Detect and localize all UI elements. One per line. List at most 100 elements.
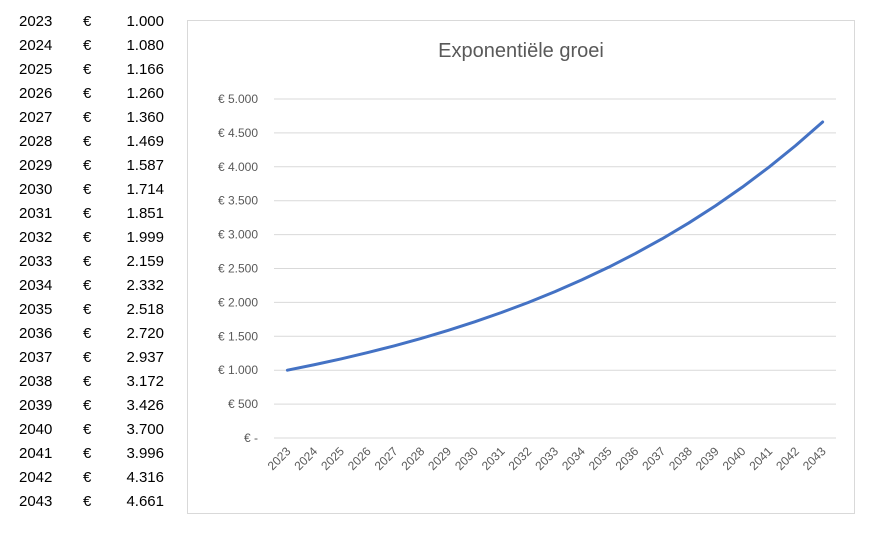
x-tick-label: 2040 — [720, 444, 749, 473]
year-cell[interactable]: 2040 — [19, 421, 53, 438]
currency-cell[interactable]: € — [83, 445, 92, 462]
table-row: 2029 €1.587 — [0, 154, 164, 178]
currency-cell[interactable]: € — [83, 301, 92, 318]
x-tick-label: 2032 — [506, 444, 535, 473]
year-cell[interactable]: 2041 — [19, 445, 53, 462]
year-cell[interactable]: 2033 — [19, 253, 53, 270]
y-tick-label: € 4.000 — [218, 160, 258, 174]
value-cell[interactable]: 1.587 — [126, 157, 164, 174]
year-cell[interactable]: 2027 — [19, 109, 53, 126]
value-cell[interactable]: 1.360 — [126, 109, 164, 126]
value-cell[interactable]: 1.260 — [126, 85, 164, 102]
x-tick-label: 2043 — [800, 444, 829, 473]
value-cell[interactable]: 4.661 — [126, 493, 164, 510]
year-cell[interactable]: 2036 — [19, 325, 53, 342]
x-tick-label: 2039 — [693, 444, 722, 473]
table-row: 2040 €3.700 — [0, 418, 164, 442]
value-cell[interactable]: 2.937 — [126, 349, 164, 366]
y-tick-label: € - — [244, 431, 258, 445]
currency-cell[interactable]: € — [83, 469, 92, 486]
value-cell[interactable]: 1.714 — [126, 181, 164, 198]
x-tick-label: 2038 — [666, 444, 695, 473]
currency-cell[interactable]: € — [83, 421, 92, 438]
x-tick-label: 2031 — [479, 444, 508, 473]
value-cell[interactable]: 3.426 — [126, 397, 164, 414]
table-row: 2036 €2.720 — [0, 322, 164, 346]
year-cell[interactable]: 2037 — [19, 349, 53, 366]
currency-cell[interactable]: € — [83, 253, 92, 270]
value-cell[interactable]: 1.851 — [126, 205, 164, 222]
currency-cell[interactable]: € — [83, 37, 92, 54]
year-cell[interactable]: 2024 — [19, 37, 53, 54]
currency-cell[interactable]: € — [83, 373, 92, 390]
value-cell[interactable]: 3.172 — [126, 373, 164, 390]
year-cell[interactable]: 2039 — [19, 397, 53, 414]
year-cell[interactable]: 2030 — [19, 181, 53, 198]
x-tick-label: 2025 — [318, 444, 347, 473]
value-cell[interactable]: 1.469 — [126, 133, 164, 150]
value-cell[interactable]: 2.518 — [126, 301, 164, 318]
currency-cell[interactable]: € — [83, 157, 92, 174]
table-row: 2026 €1.260 — [0, 82, 164, 106]
currency-cell[interactable]: € — [83, 205, 92, 222]
chart-frame[interactable]: Exponentiële groei € - € 500 € 1.000 € 1.50… — [187, 20, 855, 514]
x-tick-label: 2042 — [773, 444, 802, 473]
y-tick-label: € 500 — [228, 397, 258, 411]
table-row: 2025 €1.166 — [0, 58, 164, 82]
value-cell[interactable]: 2.332 — [126, 277, 164, 294]
value-cell[interactable]: 1.166 — [126, 61, 164, 78]
table-row: 2028 €1.469 — [0, 130, 164, 154]
table-row: 2037 €2.937 — [0, 346, 164, 370]
year-cell[interactable]: 2034 — [19, 277, 53, 294]
data-table: 2023 €1.000 2024 €1.080 2025 €1.166 2026 €1.260… — [0, 10, 164, 514]
x-tick-label: 2035 — [586, 444, 615, 473]
table-row: 2042 €4.316 — [0, 466, 164, 490]
year-cell[interactable]: 2026 — [19, 85, 53, 102]
table-row: 2034 €2.332 — [0, 274, 164, 298]
table-row: 2035 €2.518 — [0, 298, 164, 322]
year-cell[interactable]: 2029 — [19, 157, 53, 174]
year-cell[interactable]: 2031 — [19, 205, 53, 222]
table-body: 2023 €1.000 2024 €1.080 2025 €1.166 2026 €1.260… — [0, 10, 164, 514]
x-tick-label: 2034 — [559, 444, 588, 473]
y-tick-label: € 2.500 — [218, 262, 258, 276]
x-tick-label: 2027 — [372, 444, 401, 473]
year-cell[interactable]: 2042 — [19, 469, 53, 486]
year-cell[interactable]: 2023 — [19, 13, 53, 30]
value-cell[interactable]: 1.000 — [126, 13, 164, 30]
currency-cell[interactable]: € — [83, 181, 92, 198]
currency-cell[interactable]: € — [83, 325, 92, 342]
currency-cell[interactable]: € — [83, 85, 92, 102]
year-cell[interactable]: 2032 — [19, 229, 53, 246]
value-cell[interactable]: 4.316 — [126, 469, 164, 486]
year-cell[interactable]: 2035 — [19, 301, 53, 318]
y-tick-label: € 3.500 — [218, 194, 258, 208]
year-cell[interactable]: 2043 — [19, 493, 53, 510]
year-cell[interactable]: 2038 — [19, 373, 53, 390]
currency-cell[interactable]: € — [83, 349, 92, 366]
currency-cell[interactable]: € — [83, 61, 92, 78]
table-row: 2027 €1.360 — [0, 106, 164, 130]
currency-cell[interactable]: € — [83, 229, 92, 246]
currency-cell[interactable]: € — [83, 13, 92, 30]
value-cell[interactable]: 2.720 — [126, 325, 164, 342]
currency-cell[interactable]: € — [83, 109, 92, 126]
table-row: 2043 €4.661 — [0, 490, 164, 514]
value-cell[interactable]: 2.159 — [126, 253, 164, 270]
currency-cell[interactable]: € — [83, 397, 92, 414]
y-tick-label: € 4.500 — [218, 126, 258, 140]
y-tick-label: € 5.000 — [218, 92, 258, 106]
value-cell[interactable]: 1.999 — [126, 229, 164, 246]
value-cell[interactable]: 3.996 — [126, 445, 164, 462]
value-cell[interactable]: 1.080 — [126, 37, 164, 54]
year-cell[interactable]: 2025 — [19, 61, 53, 78]
x-tick-label: 2029 — [425, 444, 454, 473]
currency-cell[interactable]: € — [83, 277, 92, 294]
x-tick-label: 2037 — [639, 444, 668, 473]
value-cell[interactable]: 3.700 — [126, 421, 164, 438]
currency-cell[interactable]: € — [83, 133, 92, 150]
year-cell[interactable]: 2028 — [19, 133, 53, 150]
currency-cell[interactable]: € — [83, 493, 92, 510]
table-row: 2023 €1.000 — [0, 10, 164, 34]
x-tick-label: 2030 — [452, 444, 481, 473]
